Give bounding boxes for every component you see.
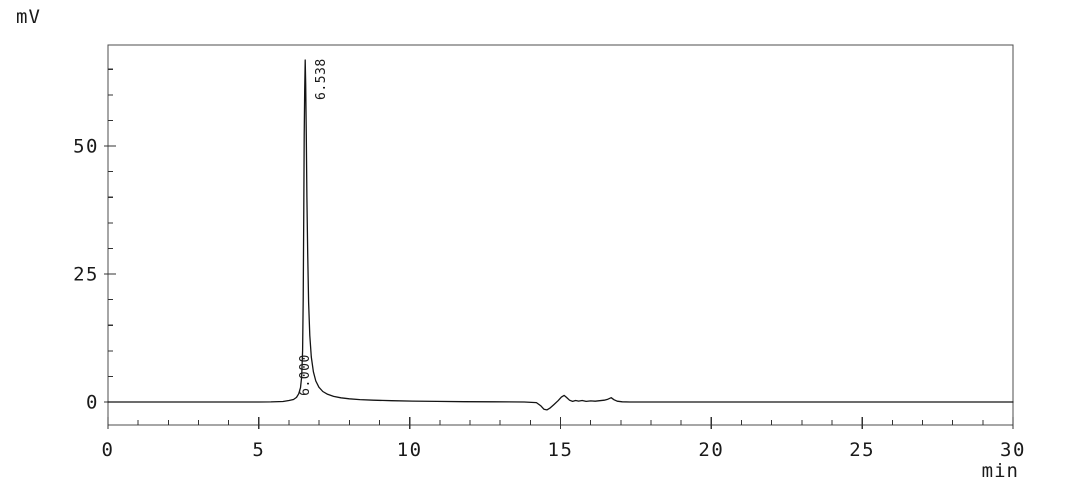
y-axis-tick-labels: 0 25 50 <box>73 136 99 414</box>
peak-retention-time-labels: 6.538 6.000 <box>298 58 329 396</box>
y-tick-label: 0 <box>86 392 99 414</box>
x-tick-label: 20 <box>698 439 724 461</box>
peak-rt-label: 6.000 <box>298 354 313 396</box>
y-axis-ticks <box>104 68 116 403</box>
x-tick-label: 5 <box>252 439 265 461</box>
y-tick-label: 50 <box>73 136 99 158</box>
x-tick-label: 30 <box>1000 439 1026 461</box>
x-axis-unit-label: min <box>982 460 1019 482</box>
x-tick-label: 0 <box>102 439 115 461</box>
x-tick-label: 25 <box>849 439 875 461</box>
x-tick-label: 10 <box>397 439 423 461</box>
y-axis-unit-label: mV <box>16 6 41 28</box>
x-tick-label: 15 <box>548 439 574 461</box>
y-tick-label: 25 <box>73 264 99 286</box>
x-axis-ticks <box>107 417 1014 429</box>
peak-rt-label: 6.538 <box>314 58 329 100</box>
chromatogram-trace <box>107 59 1014 411</box>
plot-frame <box>107 44 1014 426</box>
x-axis-tick-labels: 0 5 10 15 20 25 30 <box>102 439 1026 461</box>
